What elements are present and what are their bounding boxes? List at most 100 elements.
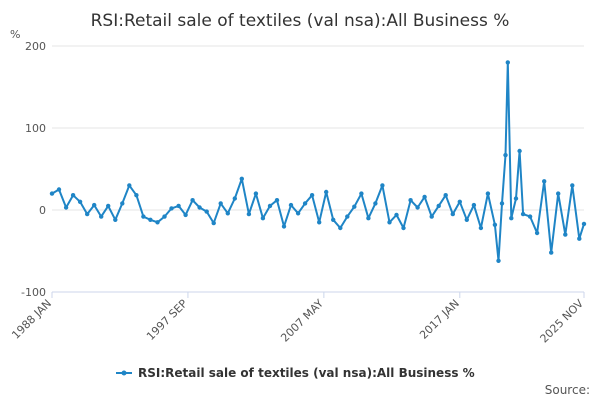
data-point[interactable] bbox=[274, 198, 280, 203]
data-point[interactable] bbox=[232, 196, 237, 201]
data-point[interactable] bbox=[281, 224, 287, 229]
data-point[interactable] bbox=[443, 193, 448, 198]
data-point[interactable] bbox=[415, 205, 420, 210]
data-point[interactable] bbox=[70, 193, 76, 198]
data-point[interactable] bbox=[63, 205, 69, 210]
y-axis-ticks: 200 100 0 -100 bbox=[21, 40, 46, 299]
source-label[interactable]: Source: bbox=[545, 383, 590, 397]
data-point[interactable] bbox=[260, 216, 266, 221]
data-point[interactable] bbox=[429, 214, 434, 219]
data-point[interactable] bbox=[288, 202, 294, 208]
data-point[interactable] bbox=[302, 201, 308, 206]
data-point[interactable] bbox=[359, 191, 364, 196]
data-point[interactable] bbox=[253, 191, 259, 196]
data-point[interactable] bbox=[92, 202, 97, 208]
y-tick-label: -100 bbox=[21, 286, 46, 299]
y-tick-label: 200 bbox=[25, 40, 46, 53]
data-point[interactable] bbox=[134, 193, 139, 198]
data-point[interactable] bbox=[542, 179, 547, 184]
data-point[interactable] bbox=[169, 206, 174, 211]
data-point[interactable] bbox=[267, 203, 273, 209]
legend-marker bbox=[121, 370, 127, 376]
data-point[interactable] bbox=[570, 183, 575, 188]
data-point[interactable] bbox=[534, 230, 540, 236]
data-point[interactable] bbox=[106, 203, 111, 209]
data-point[interactable] bbox=[331, 217, 336, 222]
data-point[interactable] bbox=[77, 199, 83, 204]
data-point[interactable] bbox=[324, 189, 329, 195]
data-point[interactable] bbox=[478, 225, 484, 231]
data-point[interactable] bbox=[527, 214, 533, 219]
data-point[interactable] bbox=[141, 214, 146, 219]
data-point[interactable] bbox=[218, 201, 223, 206]
data-point[interactable] bbox=[239, 176, 244, 181]
data-point[interactable] bbox=[352, 204, 357, 209]
data-point[interactable] bbox=[513, 196, 519, 201]
data-point[interactable] bbox=[148, 217, 153, 222]
data-point[interactable] bbox=[387, 220, 392, 225]
data-point[interactable] bbox=[99, 214, 104, 219]
data-point[interactable] bbox=[246, 211, 252, 217]
data-point[interactable] bbox=[183, 212, 188, 218]
chart-title: RSI:Retail sale of textiles (val nsa):Al… bbox=[91, 11, 510, 31]
data-point[interactable] bbox=[556, 191, 561, 196]
data-point[interactable] bbox=[581, 221, 587, 227]
data-point[interactable] bbox=[492, 222, 498, 227]
data-point[interactable] bbox=[338, 225, 343, 231]
data-point[interactable] bbox=[408, 198, 413, 203]
data-point[interactable] bbox=[517, 148, 522, 154]
series-line[interactable] bbox=[51, 61, 585, 262]
data-point[interactable] bbox=[485, 191, 491, 196]
data-point[interactable] bbox=[457, 199, 462, 204]
y-axis-unit-label: % bbox=[10, 28, 20, 41]
data-point[interactable] bbox=[85, 211, 90, 217]
data-point[interactable] bbox=[345, 214, 350, 219]
data-point[interactable] bbox=[503, 152, 508, 158]
legend-label[interactable]: RSI:Retail sale of textiles (val nsa):Al… bbox=[138, 366, 475, 380]
data-point[interactable] bbox=[197, 205, 202, 210]
data-point[interactable] bbox=[56, 187, 62, 192]
data-point[interactable] bbox=[373, 201, 378, 206]
data-point[interactable] bbox=[563, 232, 568, 237]
data-point[interactable] bbox=[317, 220, 322, 225]
data-point[interactable] bbox=[549, 250, 554, 255]
data-point[interactable] bbox=[211, 220, 216, 226]
data-point[interactable] bbox=[295, 211, 301, 216]
data-point[interactable] bbox=[520, 211, 526, 217]
data-point[interactable] bbox=[366, 216, 371, 221]
data-point[interactable] bbox=[450, 211, 455, 217]
data-point[interactable] bbox=[120, 201, 125, 206]
y-tick-label: 0 bbox=[39, 204, 46, 217]
data-point[interactable] bbox=[190, 198, 195, 203]
data-point[interactable] bbox=[113, 217, 118, 222]
x-axis-ticks: 1988 JAN 1997 SEP 2007 MAY 2017 JAN 2025 NOV bbox=[9, 292, 586, 346]
data-point[interactable] bbox=[309, 193, 315, 198]
data-point[interactable] bbox=[225, 211, 230, 216]
data-point[interactable] bbox=[127, 183, 132, 188]
data-point[interactable] bbox=[509, 216, 514, 221]
data-point[interactable] bbox=[505, 60, 510, 65]
data-point[interactable] bbox=[394, 212, 399, 218]
legend[interactable]: RSI:Retail sale of textiles (val nsa):Al… bbox=[116, 366, 475, 380]
x-tick-label: 1997 SEP bbox=[144, 297, 190, 343]
x-tick-label: 1988 JAN bbox=[9, 297, 54, 342]
data-point[interactable] bbox=[436, 203, 441, 209]
data-point[interactable] bbox=[422, 194, 427, 200]
data-point[interactable] bbox=[496, 258, 501, 263]
data-point[interactable] bbox=[464, 217, 469, 222]
data-point[interactable] bbox=[49, 191, 55, 196]
data-point[interactable] bbox=[499, 201, 505, 206]
data-point[interactable] bbox=[380, 183, 385, 188]
x-tick-label: 2007 MAY bbox=[278, 297, 326, 345]
data-point[interactable] bbox=[162, 214, 167, 219]
data-point[interactable] bbox=[155, 220, 160, 225]
series-group[interactable] bbox=[49, 60, 587, 263]
data-point[interactable] bbox=[401, 225, 406, 231]
x-tick-label: 2017 JAN bbox=[417, 297, 462, 342]
data-point[interactable] bbox=[577, 236, 582, 241]
data-point[interactable] bbox=[204, 209, 209, 214]
x-tick-label: 2025 NOV bbox=[538, 297, 587, 346]
data-point[interactable] bbox=[176, 203, 181, 209]
data-point[interactable] bbox=[471, 202, 477, 208]
